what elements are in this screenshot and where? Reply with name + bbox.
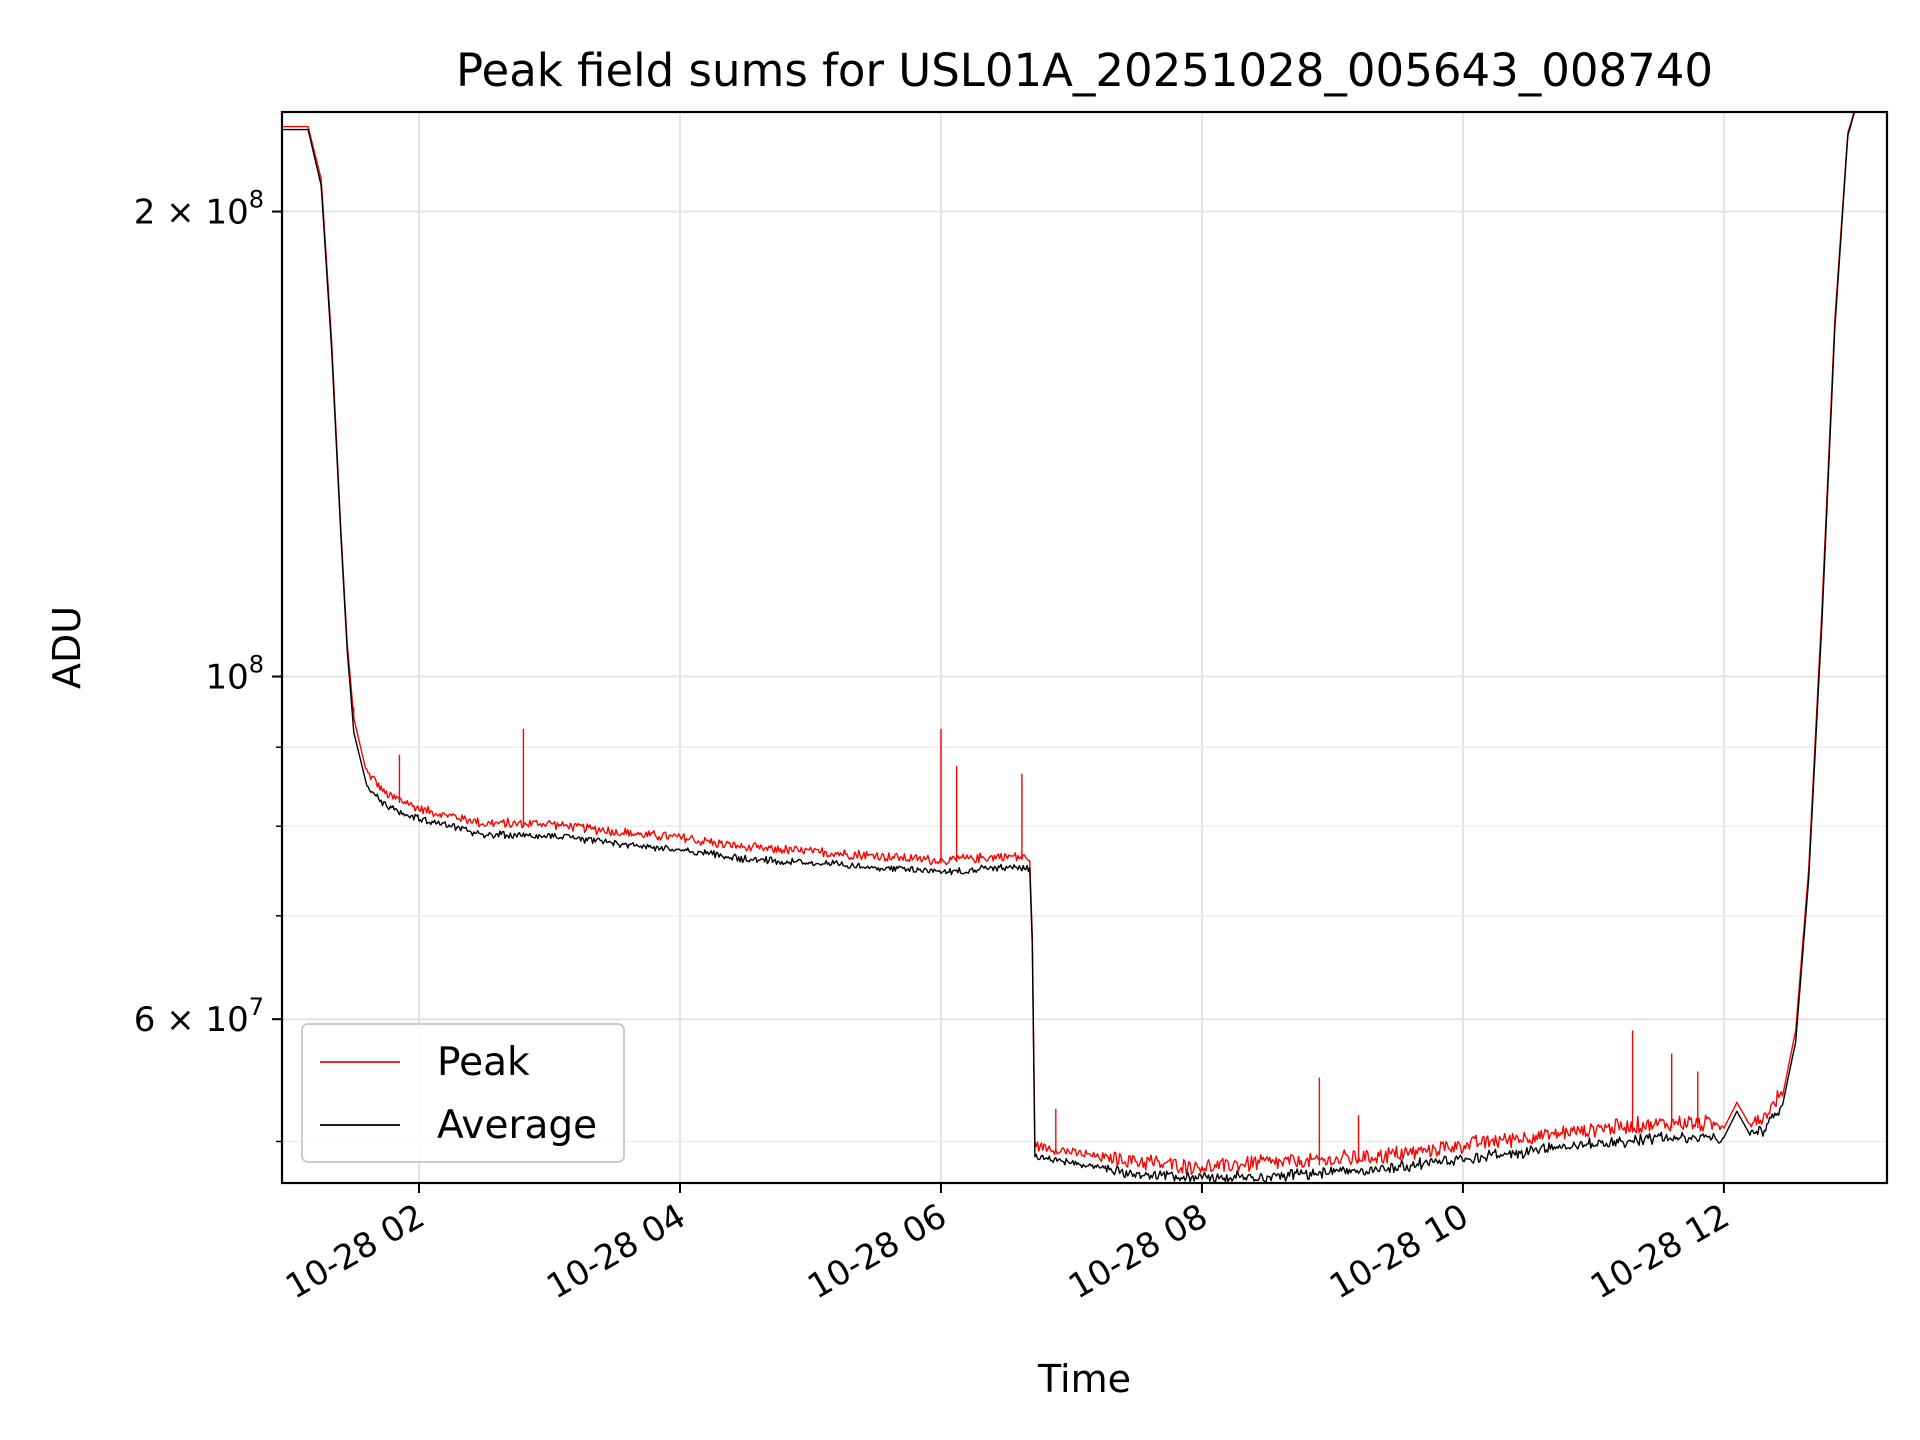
series-line-peak: [282, 112, 1855, 1176]
legend-average-label: Average: [437, 1103, 597, 1148]
grid: [282, 112, 1887, 1183]
x-axis-title: Time: [1037, 1357, 1131, 1401]
y-tick-label: 6 × 107: [134, 993, 264, 1040]
series-line-average: [282, 112, 1856, 1183]
y-tick-label: 108: [205, 651, 264, 698]
plot-frame: [280, 110, 1889, 1185]
y-tick-label: 2 × 108: [134, 186, 264, 233]
series-clip-group: [282, 112, 1856, 1183]
y-axis-title: ADU: [45, 606, 89, 689]
chart-title: Peak field sums for USL01A_20251028_0056…: [456, 44, 1713, 97]
legend-peak-label: Peak: [437, 1040, 530, 1085]
legend: Peak Average: [301, 1023, 625, 1163]
plot-series: [282, 112, 1856, 1183]
legend-box: [301, 1023, 625, 1163]
